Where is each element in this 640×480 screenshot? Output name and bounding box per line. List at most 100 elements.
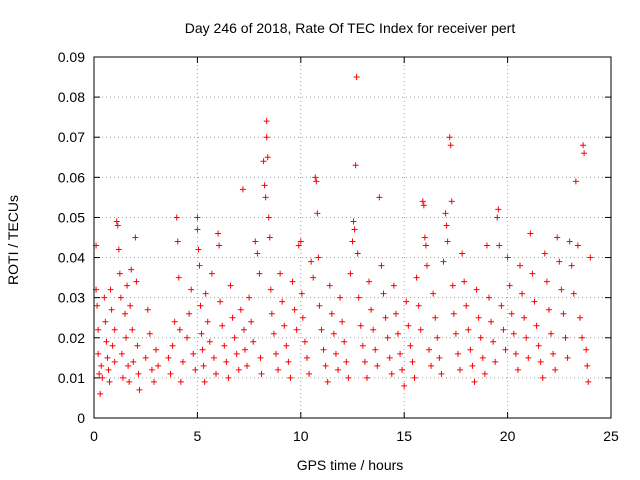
data-point [256, 270, 263, 277]
data-point [580, 142, 587, 149]
data-point [483, 242, 490, 249]
data-point [233, 350, 240, 357]
data-point [587, 254, 594, 261]
data-point [186, 310, 193, 317]
data-point [310, 274, 317, 281]
data-point [111, 358, 118, 365]
data-point [490, 338, 497, 345]
data-point [475, 314, 482, 321]
data-point [436, 354, 443, 361]
data-point [411, 374, 418, 381]
data-point [95, 350, 102, 357]
data-point [558, 286, 565, 293]
data-point [199, 346, 206, 353]
data-point [268, 310, 275, 317]
data-point [394, 330, 401, 337]
data-point [293, 326, 300, 333]
data-point [545, 306, 552, 313]
data-point [237, 306, 244, 313]
data-point [570, 290, 577, 297]
data-point [574, 242, 581, 249]
data-point [366, 278, 373, 285]
data-point [174, 238, 181, 245]
data-point [450, 310, 457, 317]
data-point [206, 338, 213, 345]
data-point [328, 310, 335, 317]
data-point [142, 354, 149, 361]
data-point [104, 354, 111, 361]
data-point [134, 342, 141, 349]
data-point [188, 286, 195, 293]
y-tick-label: 0.03 [58, 290, 85, 306]
data-point [250, 338, 257, 345]
data-point [463, 302, 470, 309]
data-point [194, 214, 201, 221]
data-point [324, 378, 331, 385]
data-point [113, 218, 120, 225]
data-point [129, 326, 136, 333]
data-point [440, 258, 447, 265]
data-point [99, 374, 106, 381]
data-point [579, 334, 586, 341]
data-point [171, 318, 178, 325]
data-point [97, 390, 104, 397]
data-point [504, 254, 511, 261]
data-point [239, 186, 246, 193]
data-point [500, 326, 507, 333]
data-point [581, 150, 588, 157]
data-point [354, 250, 361, 257]
data-point [370, 326, 377, 333]
data-point [443, 222, 450, 229]
data-point [541, 250, 548, 257]
data-point [564, 354, 571, 361]
data-point [407, 342, 414, 349]
data-point [552, 366, 559, 373]
data-point [401, 382, 408, 389]
data-point [442, 210, 449, 217]
data-point [264, 154, 271, 161]
data-point [150, 378, 157, 385]
data-point [101, 294, 108, 301]
data-point [454, 350, 461, 357]
data-point [512, 350, 519, 357]
data-point [403, 298, 410, 305]
data-point [196, 262, 203, 269]
data-point [423, 262, 430, 269]
data-point [519, 290, 526, 297]
data-point [495, 206, 502, 213]
data-point [535, 342, 542, 349]
data-point [562, 334, 569, 341]
data-point [148, 366, 155, 373]
data-point [241, 346, 248, 353]
data-point [376, 194, 383, 201]
data-point [488, 318, 495, 325]
data-point [461, 278, 468, 285]
plot-frame [93, 56, 612, 419]
data-point [452, 330, 459, 337]
data-point [413, 274, 420, 281]
data-point [108, 306, 115, 313]
data-point [533, 322, 540, 329]
y-tick-label: 0.06 [58, 169, 85, 185]
data-point [430, 290, 437, 297]
data-point [554, 234, 561, 241]
data-point [263, 134, 270, 141]
data-point [176, 326, 183, 333]
data-point [272, 350, 279, 357]
data-point [277, 270, 284, 277]
data-point [128, 266, 135, 273]
data-point [210, 354, 217, 361]
data-point [496, 242, 503, 249]
data-point [223, 358, 230, 365]
data-point [386, 354, 393, 361]
data-point [359, 342, 366, 349]
data-point [584, 362, 591, 369]
y-axis-label: ROTI / TECUs [5, 195, 21, 285]
data-point [390, 282, 397, 289]
data-point [246, 294, 253, 301]
axis-ticks [93, 56, 612, 419]
data-point [521, 314, 528, 321]
data-point [543, 278, 550, 285]
data-point [566, 238, 573, 245]
data-point [352, 162, 359, 169]
